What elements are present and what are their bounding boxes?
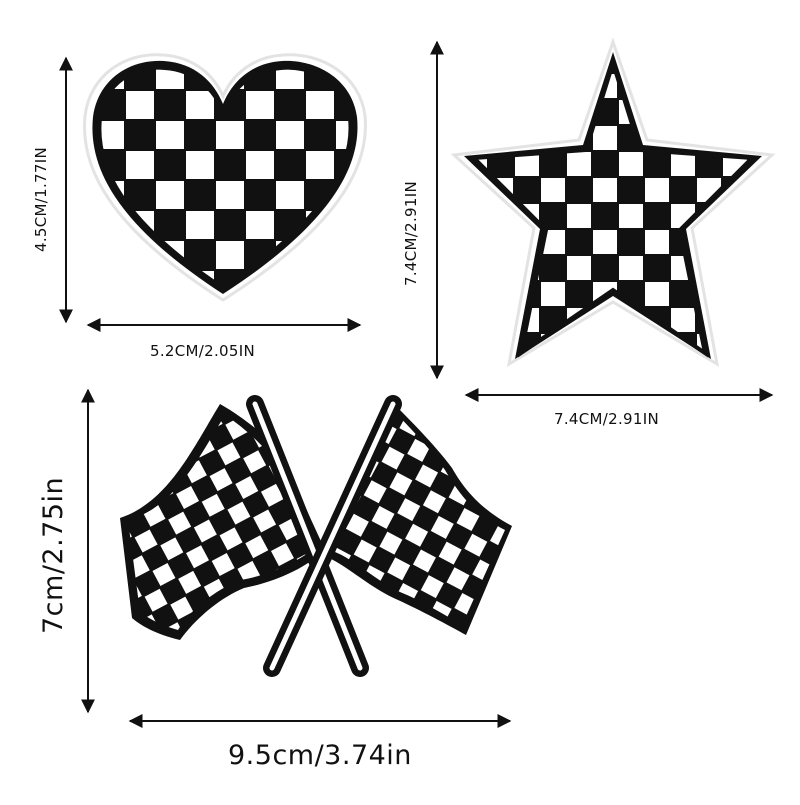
star-patch bbox=[450, 37, 776, 367]
flags-height-label: 7cm/2.75in bbox=[38, 476, 69, 634]
heart-width-label: 5.2CM/2.05IN bbox=[150, 342, 255, 360]
heart-patch bbox=[82, 53, 367, 302]
star-width-label: 7.4CM/2.91IN bbox=[554, 410, 659, 428]
racing-flags-patch bbox=[120, 395, 512, 677]
flags-width-label: 9.5cm/3.74in bbox=[228, 740, 412, 771]
star-height-label: 7.4CM/2.91IN bbox=[402, 181, 420, 286]
heart-height-label: 4.5CM/1.77IN bbox=[32, 147, 50, 252]
